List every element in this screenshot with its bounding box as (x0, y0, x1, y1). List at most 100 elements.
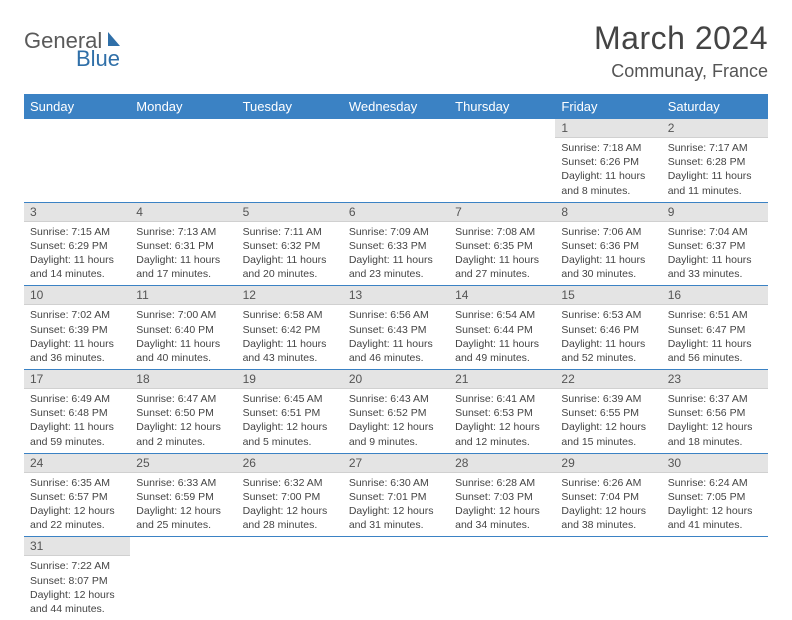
calendar-cell: 11Sunrise: 7:00 AMSunset: 6:40 PMDayligh… (130, 286, 236, 370)
day-number: 3 (24, 203, 130, 222)
sunrise-text: Sunrise: 6:41 AM (455, 392, 549, 406)
calendar-week-row: 24Sunrise: 6:35 AMSunset: 6:57 PMDayligh… (24, 453, 768, 537)
day-details: Sunrise: 7:09 AMSunset: 6:33 PMDaylight:… (343, 222, 449, 286)
weekday-header: Wednesday (343, 94, 449, 119)
day-details: Sunrise: 7:11 AMSunset: 6:32 PMDaylight:… (237, 222, 343, 286)
day-number: 9 (662, 203, 768, 222)
day-details: Sunrise: 7:17 AMSunset: 6:28 PMDaylight:… (662, 138, 768, 202)
logo-text-blue: Blue (76, 46, 120, 72)
day-details: Sunrise: 6:33 AMSunset: 6:59 PMDaylight:… (130, 473, 236, 537)
calendar-cell: 29Sunrise: 6:26 AMSunset: 7:04 PMDayligh… (555, 453, 661, 537)
weekday-header: Saturday (662, 94, 768, 119)
daylight-text: Daylight: 12 hours and 2 minutes. (136, 420, 230, 448)
daylight-text: Daylight: 11 hours and 11 minutes. (668, 169, 762, 197)
daylight-text: Daylight: 12 hours and 28 minutes. (243, 504, 337, 532)
day-number: 23 (662, 370, 768, 389)
sunrise-text: Sunrise: 7:04 AM (668, 225, 762, 239)
sunset-text: Sunset: 6:53 PM (455, 406, 549, 420)
sunrise-text: Sunrise: 7:22 AM (30, 559, 124, 573)
day-details: Sunrise: 6:24 AMSunset: 7:05 PMDaylight:… (662, 473, 768, 537)
daylight-text: Daylight: 12 hours and 18 minutes. (668, 420, 762, 448)
calendar-cell: 15Sunrise: 6:53 AMSunset: 6:46 PMDayligh… (555, 286, 661, 370)
calendar-cell: 16Sunrise: 6:51 AMSunset: 6:47 PMDayligh… (662, 286, 768, 370)
daylight-text: Daylight: 12 hours and 15 minutes. (561, 420, 655, 448)
sunset-text: Sunset: 6:28 PM (668, 155, 762, 169)
calendar-cell: 19Sunrise: 6:45 AMSunset: 6:51 PMDayligh… (237, 370, 343, 454)
weekday-header: Thursday (449, 94, 555, 119)
day-details: Sunrise: 7:06 AMSunset: 6:36 PMDaylight:… (555, 222, 661, 286)
day-details: Sunrise: 6:49 AMSunset: 6:48 PMDaylight:… (24, 389, 130, 453)
calendar-cell (130, 119, 236, 202)
sunrise-text: Sunrise: 6:26 AM (561, 476, 655, 490)
weekday-header: Monday (130, 94, 236, 119)
sunset-text: Sunset: 7:04 PM (561, 490, 655, 504)
day-number: 2 (662, 119, 768, 138)
sunrise-text: Sunrise: 6:32 AM (243, 476, 337, 490)
day-number: 6 (343, 203, 449, 222)
weekday-header: Tuesday (237, 94, 343, 119)
sunrise-text: Sunrise: 7:13 AM (136, 225, 230, 239)
weekday-header: Sunday (24, 94, 130, 119)
day-number: 5 (237, 203, 343, 222)
daylight-text: Daylight: 11 hours and 49 minutes. (455, 337, 549, 365)
day-number: 16 (662, 286, 768, 305)
calendar-cell: 30Sunrise: 6:24 AMSunset: 7:05 PMDayligh… (662, 453, 768, 537)
daylight-text: Daylight: 11 hours and 40 minutes. (136, 337, 230, 365)
day-details: Sunrise: 6:26 AMSunset: 7:04 PMDaylight:… (555, 473, 661, 537)
daylight-text: Daylight: 11 hours and 36 minutes. (30, 337, 124, 365)
daylight-text: Daylight: 11 hours and 17 minutes. (136, 253, 230, 281)
sunset-text: Sunset: 6:29 PM (30, 239, 124, 253)
day-number: 22 (555, 370, 661, 389)
day-details: Sunrise: 6:39 AMSunset: 6:55 PMDaylight:… (555, 389, 661, 453)
sunrise-text: Sunrise: 7:00 AM (136, 308, 230, 322)
daylight-text: Daylight: 12 hours and 5 minutes. (243, 420, 337, 448)
day-details: Sunrise: 6:58 AMSunset: 6:42 PMDaylight:… (237, 305, 343, 369)
sunset-text: Sunset: 6:26 PM (561, 155, 655, 169)
day-details: Sunrise: 7:08 AMSunset: 6:35 PMDaylight:… (449, 222, 555, 286)
day-number: 17 (24, 370, 130, 389)
calendar-cell: 31Sunrise: 7:22 AMSunset: 8:07 PMDayligh… (24, 537, 130, 620)
sunset-text: Sunset: 6:43 PM (349, 323, 443, 337)
sunset-text: Sunset: 6:51 PM (243, 406, 337, 420)
sunset-text: Sunset: 6:31 PM (136, 239, 230, 253)
daylight-text: Daylight: 11 hours and 20 minutes. (243, 253, 337, 281)
day-number: 10 (24, 286, 130, 305)
day-details: Sunrise: 6:56 AMSunset: 6:43 PMDaylight:… (343, 305, 449, 369)
calendar-week-row: 1Sunrise: 7:18 AMSunset: 6:26 PMDaylight… (24, 119, 768, 202)
day-details: Sunrise: 6:54 AMSunset: 6:44 PMDaylight:… (449, 305, 555, 369)
sunrise-text: Sunrise: 6:33 AM (136, 476, 230, 490)
sunset-text: Sunset: 8:07 PM (30, 574, 124, 588)
day-number: 30 (662, 454, 768, 473)
day-number: 12 (237, 286, 343, 305)
day-number: 7 (449, 203, 555, 222)
calendar-cell: 27Sunrise: 6:30 AMSunset: 7:01 PMDayligh… (343, 453, 449, 537)
calendar-cell: 12Sunrise: 6:58 AMSunset: 6:42 PMDayligh… (237, 286, 343, 370)
sunrise-text: Sunrise: 7:11 AM (243, 225, 337, 239)
sunset-text: Sunset: 6:57 PM (30, 490, 124, 504)
calendar-week-row: 3Sunrise: 7:15 AMSunset: 6:29 PMDaylight… (24, 202, 768, 286)
sunrise-text: Sunrise: 6:54 AM (455, 308, 549, 322)
day-number: 31 (24, 537, 130, 556)
calendar-week-row: 10Sunrise: 7:02 AMSunset: 6:39 PMDayligh… (24, 286, 768, 370)
day-details: Sunrise: 6:32 AMSunset: 7:00 PMDaylight:… (237, 473, 343, 537)
day-number: 27 (343, 454, 449, 473)
calendar-cell: 4Sunrise: 7:13 AMSunset: 6:31 PMDaylight… (130, 202, 236, 286)
sunrise-text: Sunrise: 6:24 AM (668, 476, 762, 490)
sunset-text: Sunset: 6:36 PM (561, 239, 655, 253)
day-details: Sunrise: 7:18 AMSunset: 6:26 PMDaylight:… (555, 138, 661, 202)
header: General March 2024 Communay, France (24, 20, 768, 82)
daylight-text: Daylight: 12 hours and 38 minutes. (561, 504, 655, 532)
sunset-text: Sunset: 6:50 PM (136, 406, 230, 420)
calendar-cell: 9Sunrise: 7:04 AMSunset: 6:37 PMDaylight… (662, 202, 768, 286)
sunrise-text: Sunrise: 7:06 AM (561, 225, 655, 239)
day-number: 28 (449, 454, 555, 473)
day-details: Sunrise: 7:22 AMSunset: 8:07 PMDaylight:… (24, 556, 130, 620)
daylight-text: Daylight: 12 hours and 34 minutes. (455, 504, 549, 532)
sunrise-text: Sunrise: 6:58 AM (243, 308, 337, 322)
location: Communay, France (594, 61, 768, 82)
title-block: March 2024 Communay, France (594, 20, 768, 82)
sunrise-text: Sunrise: 6:43 AM (349, 392, 443, 406)
day-number: 20 (343, 370, 449, 389)
daylight-text: Daylight: 11 hours and 30 minutes. (561, 253, 655, 281)
daylight-text: Daylight: 11 hours and 27 minutes. (455, 253, 549, 281)
